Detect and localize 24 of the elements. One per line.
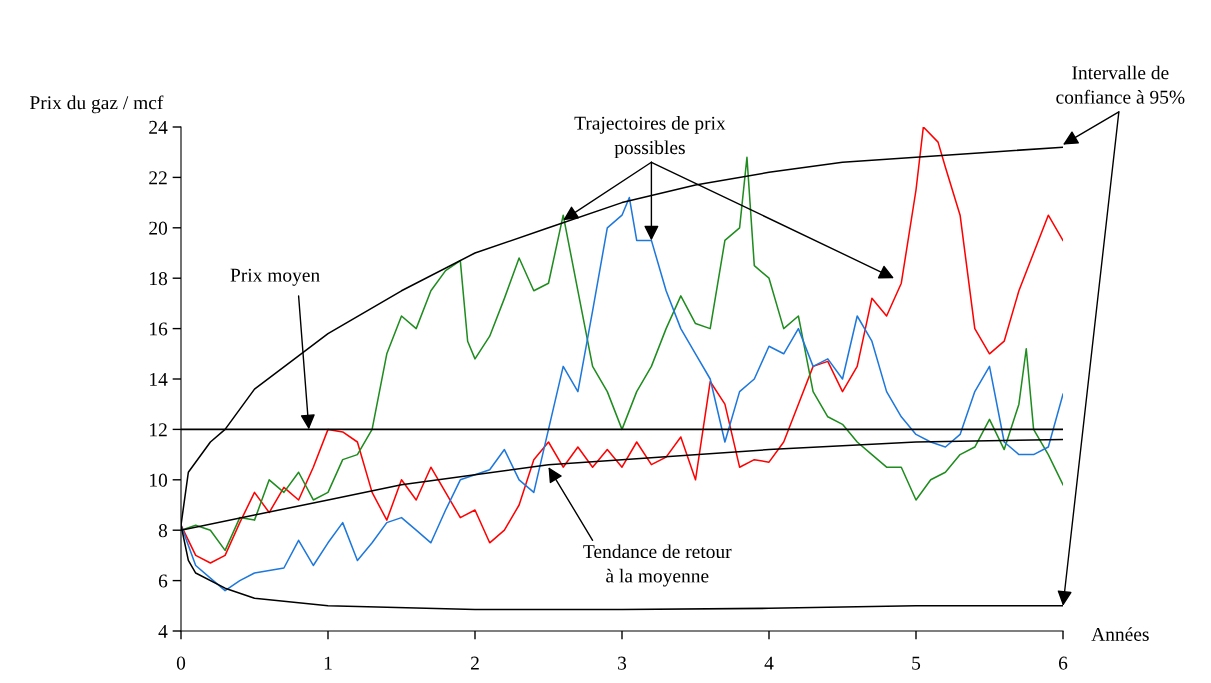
y-tick-label: 20 (149, 221, 168, 235)
x-tick-label: 3 (618, 656, 627, 670)
annotation: Trajectoires de prix possibles (574, 116, 726, 159)
annotation: Tendance de retour à la moyenne (583, 544, 732, 587)
x-tick-label: 2 (470, 656, 479, 670)
y-tick-label: 24 (149, 120, 168, 134)
annotation: Intervalle de confiance à 95% (1056, 65, 1185, 104)
y-tick-label: 6 (158, 574, 168, 588)
x-tick-label: 0 (176, 656, 186, 670)
x-tick-label: 6 (1058, 656, 1068, 670)
y-tick-label: 18 (150, 272, 168, 286)
x-tick-label: 1 (324, 656, 332, 670)
y-tick-label: 4 (158, 624, 168, 638)
y-tick-label: 22 (149, 171, 167, 185)
y-tick-label: 16 (150, 322, 168, 336)
x-tick-label: 5 (912, 656, 921, 670)
y-tick-label: 10 (150, 473, 168, 487)
y-axis-title: Prix du gaz / mcf (30, 95, 164, 114)
y-tick-label: 12 (150, 423, 167, 437)
annotation: Prix moyen (230, 268, 320, 286)
y-tick-label: 8 (158, 524, 168, 538)
x-tick-label: 4 (764, 656, 774, 670)
y-tick-label: 14 (150, 372, 168, 386)
x-axis-title: Années (1091, 627, 1149, 641)
